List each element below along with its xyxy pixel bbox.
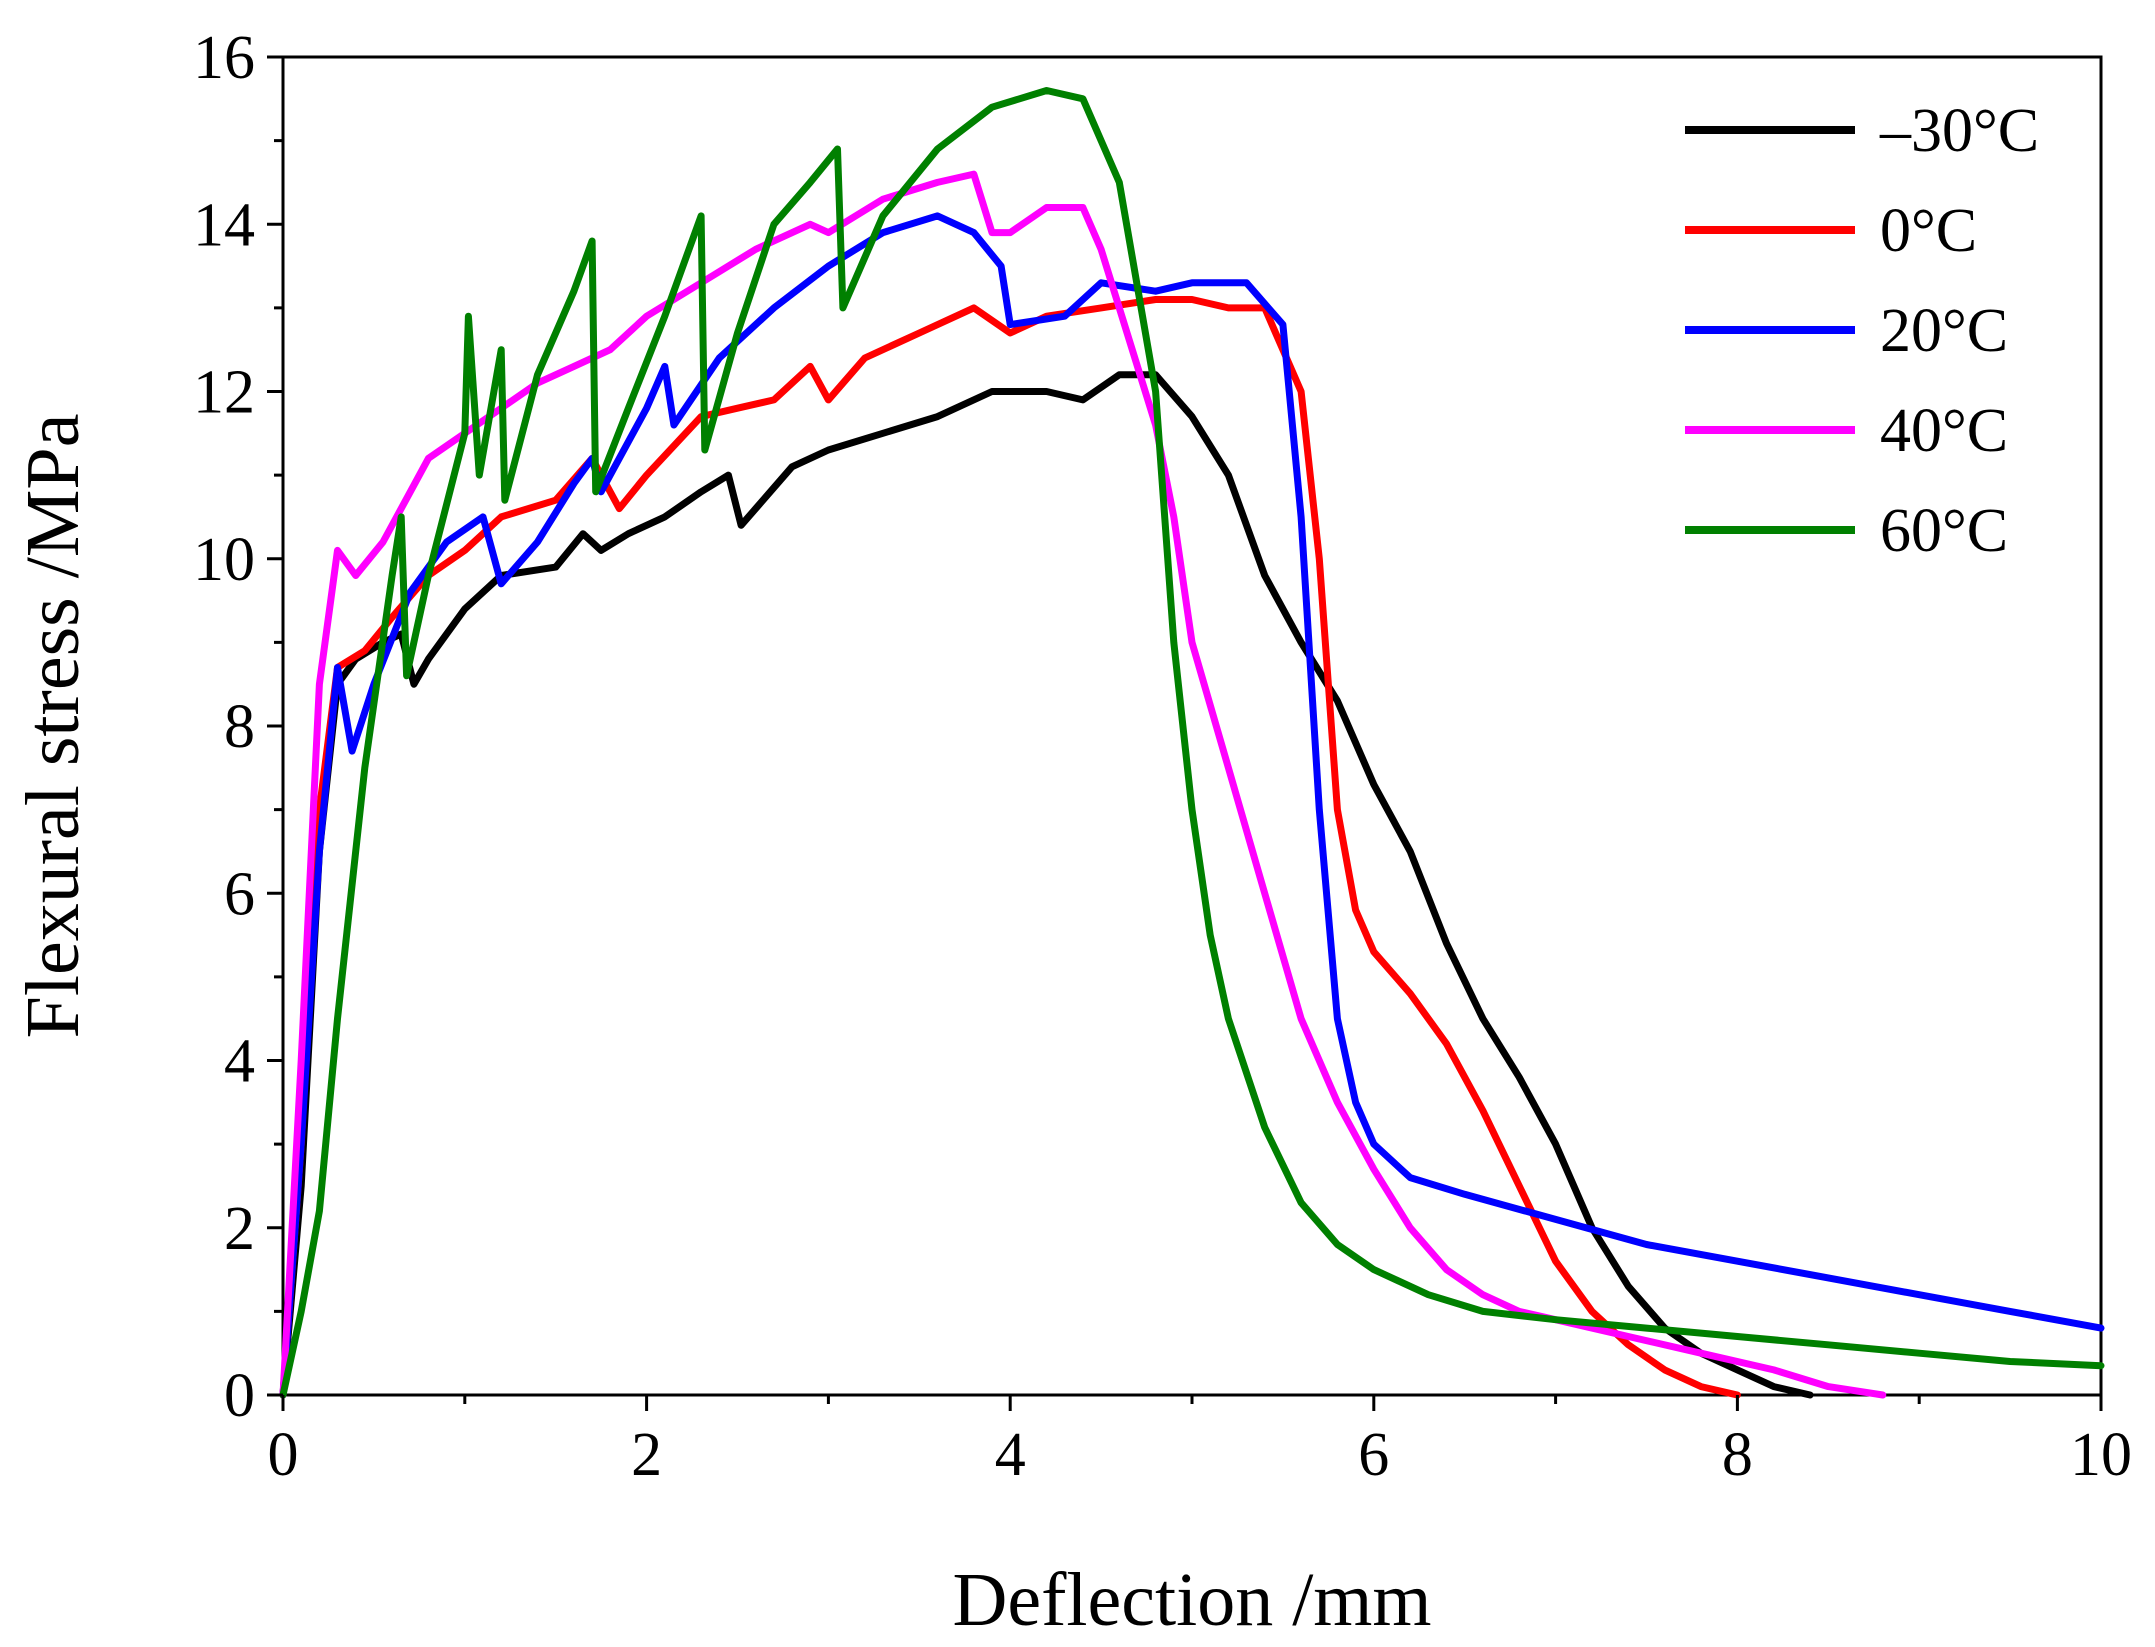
y-tick-label: 14 [193, 191, 255, 259]
x-axis-title: Deflection /mm [952, 1558, 1431, 1642]
x-tick-label: 6 [1358, 1421, 1389, 1489]
y-tick-label: 2 [224, 1195, 255, 1263]
x-tick-label: 0 [268, 1421, 299, 1489]
plot-area [279, 55, 2105, 1399]
x-tick-label: 10 [2070, 1421, 2132, 1489]
x-tick-label: 4 [995, 1421, 1026, 1489]
x-axis: 0 2 4 6 8 10 Deflection /mm [268, 1395, 2132, 1642]
x-tick-label: 2 [631, 1421, 662, 1489]
x-tick-label: 8 [1722, 1421, 1753, 1489]
legend-label-3: 40°C [1880, 397, 2008, 465]
y-tick-label: 6 [224, 860, 255, 928]
series-line-4 [279, 87, 2105, 1399]
legend: –30°C 0°C 20°C 40°C 60°C [1685, 97, 2039, 565]
series-layer [279, 87, 2105, 1399]
y-tick-label: 12 [193, 359, 255, 427]
y-tick-label: 10 [193, 526, 255, 594]
plot-frame [281, 55, 2103, 1397]
legend-label-4: 60°C [1880, 497, 2008, 565]
series-line-2 [279, 212, 2105, 1399]
legend-label-0: –30°C [1879, 97, 2039, 165]
y-tick-label: 8 [224, 693, 255, 761]
y-axis: 0 2 4 6 8 10 12 14 16 Flexural stress /MPa [11, 24, 283, 1430]
y-axis-title: Flexural stress /MPa [11, 414, 95, 1039]
series-line-0 [279, 371, 1814, 1399]
y-tick-label: 4 [224, 1028, 255, 1096]
y-ticks: 0 2 4 6 8 10 12 14 16 [193, 24, 283, 1430]
y-tick-label: 0 [224, 1362, 255, 1430]
legend-label-1: 0°C [1880, 197, 1977, 265]
x-ticks: 0 2 4 6 8 10 [268, 1395, 2132, 1489]
series-line-3 [279, 170, 1887, 1399]
legend-label-2: 20°C [1880, 297, 2008, 365]
y-tick-label: 16 [193, 24, 255, 92]
series-line-1 [279, 296, 1741, 1399]
